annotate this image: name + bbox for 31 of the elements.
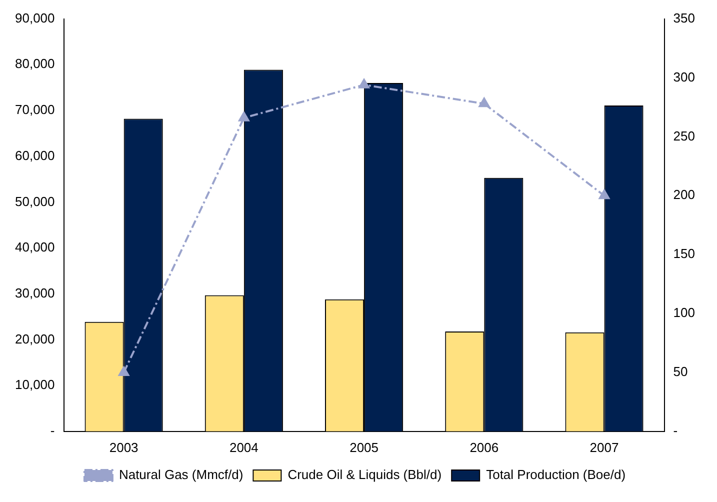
- point: [598, 190, 610, 200]
- y-tick-label: 70,000: [14, 102, 55, 118]
- y-tick-label: -: [50, 422, 55, 438]
- point: [238, 112, 250, 122]
- legend-label: Natural Gas (Mmcf/d): [118, 467, 244, 482]
- point: [118, 366, 130, 376]
- legend-label: Total Production (Boe/d): [486, 467, 626, 482]
- x-tick-label: 2006: [470, 440, 499, 455]
- y2-tick-label: -: [673, 422, 678, 438]
- x-tick-label: 2004: [229, 440, 258, 455]
- y-tick-label: 50,000: [14, 194, 55, 209]
- y-tick-label: 10,000: [14, 377, 55, 392]
- y-tick-label: 90,000: [14, 10, 55, 26]
- y-tick-label: 30,000: [14, 285, 55, 300]
- y2-tick-label: 150: [673, 246, 696, 262]
- x-tick-label: 2007: [590, 440, 619, 455]
- legend-label: Crude Oil & Liquids (Bbl/d): [288, 467, 442, 482]
- y-tick-label: 40,000: [14, 240, 55, 255]
- y-tick-label: 60,000: [14, 148, 55, 163]
- y2-tick-label: 200: [673, 187, 696, 202]
- point: [358, 78, 370, 88]
- y2-tick-label: 50: [673, 364, 688, 380]
- y2-tick-label: 300: [673, 69, 696, 84]
- y2-tick-label: 350: [673, 10, 696, 26]
- x-tick-label: 2003: [109, 440, 138, 455]
- point: [478, 98, 490, 108]
- y2-tick-label: 250: [673, 128, 696, 144]
- y-tick-label: 80,000: [14, 56, 55, 72]
- y2-tick-label: 100: [673, 305, 696, 320]
- x-tick-label: 2005: [350, 440, 378, 455]
- y-tick-label: 20,000: [14, 331, 55, 346]
